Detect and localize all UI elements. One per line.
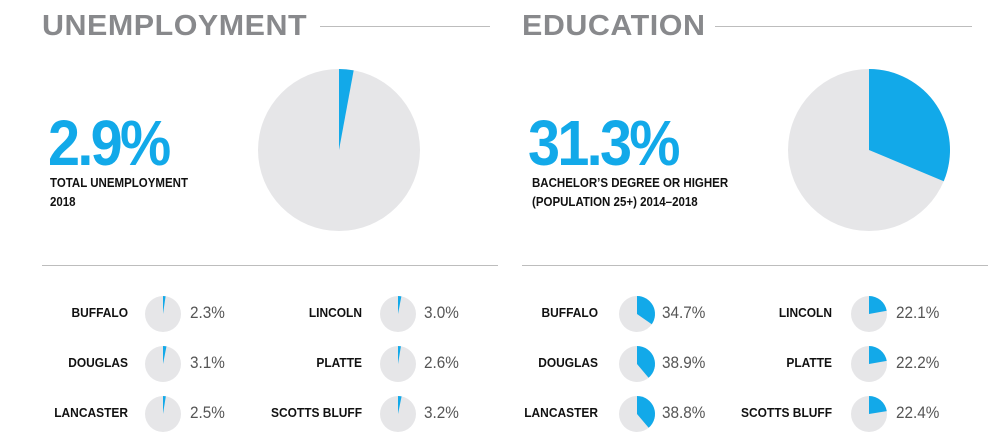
pie-slice (398, 346, 401, 364)
pie-slice (869, 396, 887, 414)
county-value: 2.5% (190, 403, 225, 422)
pie-slice (398, 296, 402, 314)
county-value: 2.6% (424, 353, 459, 372)
county-name: DOUGLAS (68, 355, 128, 370)
pie-slice (163, 396, 166, 414)
section-divider (522, 265, 988, 266)
pie-slice (398, 396, 402, 414)
pie-slice (339, 69, 354, 150)
county-name: PLATTE (786, 355, 832, 370)
pie-slice (869, 69, 950, 182)
county-name: BUFFALO (541, 305, 598, 320)
pie-slice (869, 296, 887, 314)
county-pie (145, 346, 181, 382)
pie-slice (163, 346, 167, 364)
pie-slice (637, 346, 655, 378)
county-pie (851, 396, 887, 432)
county-pie (851, 296, 887, 332)
section-title: EDUCATION (522, 10, 706, 42)
headline-pie (258, 69, 420, 231)
headline-label: TOTAL UNEMPLOYMENT 2018 (50, 174, 188, 212)
county-value: 3.2% (424, 403, 459, 422)
county-value: 38.9% (662, 353, 706, 372)
county-value: 22.2% (896, 353, 940, 372)
pie-slice (637, 396, 655, 428)
pie-slice (163, 296, 166, 314)
county-name: BUFFALO (71, 305, 128, 320)
county-name: PLATTE (316, 355, 362, 370)
county-pie (380, 346, 416, 382)
headline-label-line: TOTAL UNEMPLOYMENT (50, 176, 188, 190)
title-rule (320, 26, 490, 27)
headline-label-line: 2018 (50, 195, 76, 209)
county-name: SCOTTS BLUFF (740, 405, 832, 420)
county-pie (619, 346, 655, 382)
county-pie (380, 396, 416, 432)
county-pie (851, 346, 887, 382)
county-pie (380, 296, 416, 332)
county-name: LINCOLN (308, 305, 362, 320)
section-divider (42, 265, 498, 266)
county-name: LINCOLN (778, 305, 832, 320)
county-value: 34.7% (662, 303, 706, 322)
county-value: 3.1% (190, 353, 225, 372)
county-pie (145, 296, 181, 332)
section-title: UNEMPLOYMENT (42, 10, 308, 42)
headline-pie (788, 69, 950, 231)
pie-slice (869, 346, 887, 364)
county-value: 2.3% (190, 303, 225, 322)
county-name: SCOTTS BLUFF (270, 405, 362, 420)
title-rule (715, 26, 972, 27)
county-value: 22.1% (896, 303, 940, 322)
headline-value: 31.3% (528, 107, 681, 179)
county-value: 22.4% (896, 403, 940, 422)
headline-label: BACHELOR’S DEGREE OR HIGHER (POPULATION 2… (532, 174, 728, 212)
county-pie (619, 396, 655, 432)
headline-label-line: (POPULATION 25+) 2014–2018 (532, 195, 698, 209)
headline-label-line: BACHELOR’S DEGREE OR HIGHER (532, 176, 729, 190)
county-name: LANCASTER (54, 405, 128, 420)
pie-slice (637, 296, 655, 325)
county-pie (145, 396, 181, 432)
county-name: DOUGLAS (538, 355, 598, 370)
county-value: 38.8% (662, 403, 706, 422)
county-name: LANCASTER (524, 405, 598, 420)
county-value: 3.0% (424, 303, 459, 322)
county-pie (619, 296, 655, 332)
headline-value: 2.9% (48, 107, 171, 179)
